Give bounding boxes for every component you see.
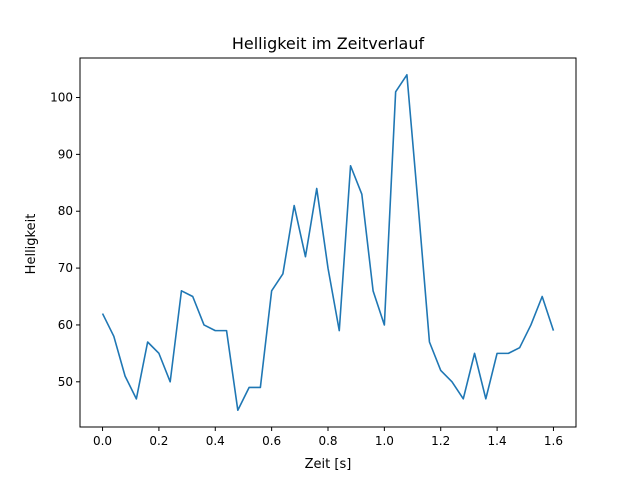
- x-tick-label: 0.2: [149, 434, 168, 448]
- x-tick-label: 1.0: [375, 434, 394, 448]
- x-tick-label: 1.4: [488, 434, 507, 448]
- x-axis: 0.0 0.2 0.4 0.6 0.8 1.0 1.2 1.4 1.6: [93, 427, 563, 448]
- y-tick-label: 90: [58, 147, 73, 161]
- y-axis: 50 60 70 80 90 100: [50, 91, 80, 389]
- x-tick-label: 1.6: [544, 434, 563, 448]
- chart-title: Helligkeit im Zeitverlauf: [232, 34, 425, 53]
- y-tick-label: 100: [50, 91, 73, 105]
- y-tick-label: 70: [58, 261, 73, 275]
- x-tick-label: 0.6: [262, 434, 281, 448]
- x-tick-label: 0.8: [318, 434, 337, 448]
- y-tick-label: 80: [58, 204, 73, 218]
- x-tick-label: 0.0: [93, 434, 112, 448]
- series-line: [101, 73, 555, 412]
- y-axis-label: Helligkeit: [24, 214, 39, 275]
- y-tick-label: 60: [58, 318, 73, 332]
- x-axis-label: Zeit [s]: [305, 457, 352, 472]
- x-tick-label: 1.2: [431, 434, 450, 448]
- x-tick-label: 0.4: [206, 434, 225, 448]
- plot-area: [101, 73, 555, 412]
- y-tick-label: 50: [58, 375, 73, 389]
